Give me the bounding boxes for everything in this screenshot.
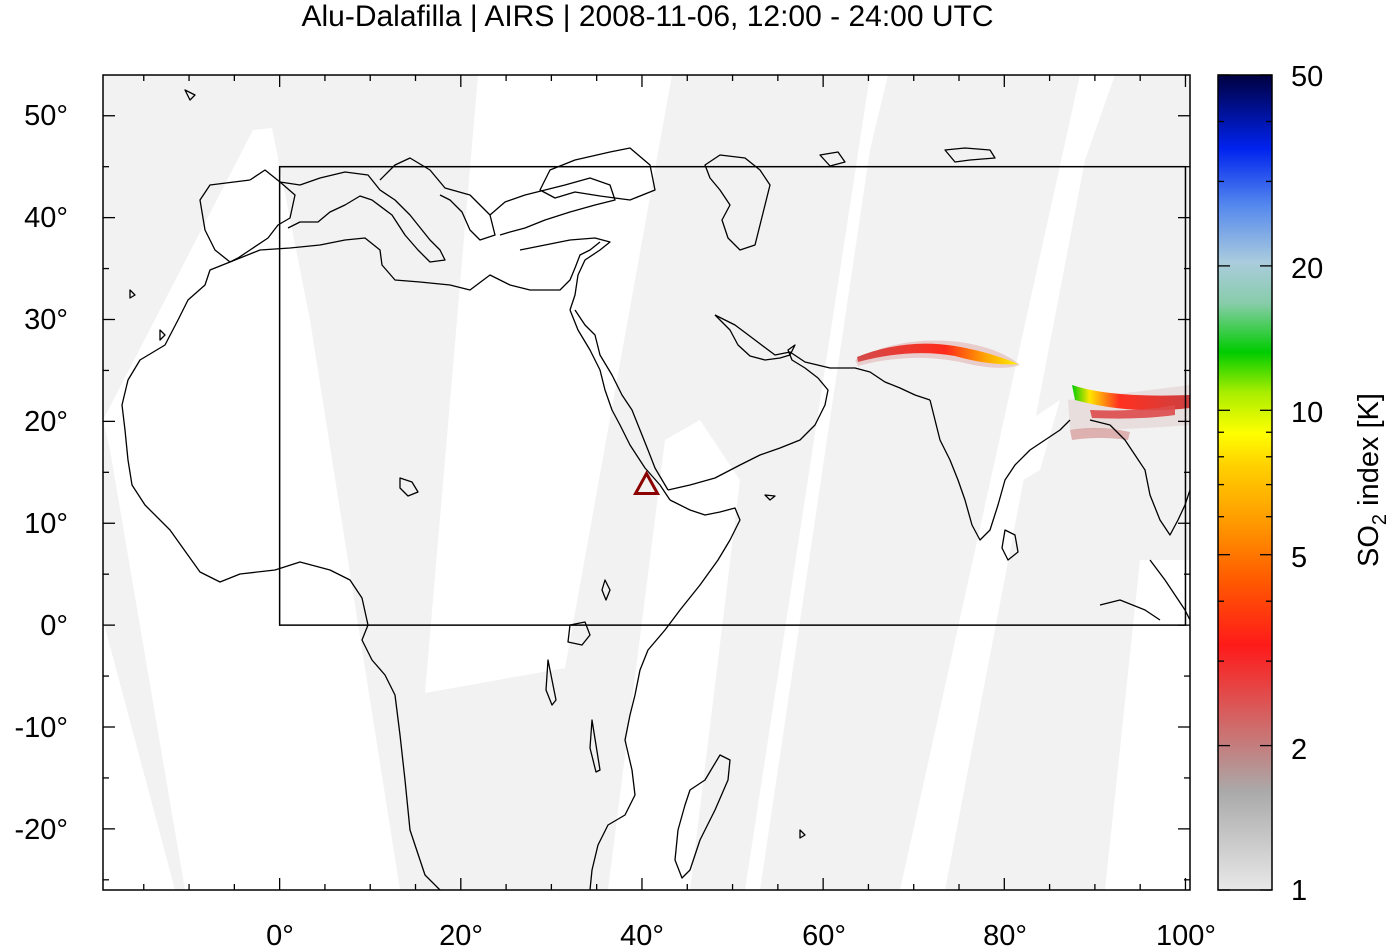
- y-tick-label: 30°: [24, 304, 68, 336]
- x-tick-label: 40°: [620, 920, 664, 950]
- region-box: [278, 165, 1187, 626]
- colorbar-title: SO2 index [K]: [1353, 393, 1388, 567]
- satellite-swath-gaps: [103, 75, 1190, 890]
- y-tick-label: 0°: [40, 610, 68, 642]
- colorbar-ticks: [1218, 74, 1272, 891]
- y-tick-label: -10°: [14, 712, 68, 744]
- y-tick-label: -20°: [14, 814, 68, 846]
- y-tick-label: 50°: [24, 100, 68, 132]
- volcano-triangle-icon: [632, 470, 661, 496]
- x-tick-label: 60°: [802, 920, 846, 950]
- map-frame: [102, 74, 1191, 891]
- colorbar: 50 20 10 5 2 1 SO2 index [K]: [1217, 61, 1388, 907]
- y-axis-labels: 50° 40° 30° 20° 10° 0° -10° -20°: [14, 100, 68, 846]
- x-tick-label: 0°: [266, 920, 294, 950]
- axis-ticks: [103, 75, 1190, 890]
- colorbar-tick-label: 5: [1291, 542, 1307, 574]
- y-tick-label: 10°: [24, 508, 68, 540]
- page-title: Alu-Dalafilla | AIRS | 2008-11-06, 12:00…: [301, 0, 994, 33]
- colorbar-tick-label: 1: [1291, 875, 1307, 907]
- colorbar-tick-label: 20: [1291, 253, 1323, 285]
- colorbar-frame: [1217, 74, 1273, 891]
- x-tick-label: 20°: [439, 920, 483, 950]
- x-axis-labels: 0° 20° 40° 60° 80° 100°: [266, 920, 1216, 950]
- colorbar-tick-label: 2: [1291, 734, 1307, 766]
- x-tick-label: 80°: [983, 920, 1027, 950]
- colorbar-tick-label: 10: [1291, 397, 1323, 429]
- coastlines: [121, 89, 1190, 890]
- colorbar-tick-label: 50: [1291, 61, 1323, 93]
- y-tick-label: 20°: [24, 406, 68, 438]
- y-tick-label: 40°: [24, 202, 68, 234]
- x-tick-label: 100°: [1156, 920, 1216, 950]
- so2-plume: [855, 340, 1190, 440]
- colorbar-gradient: [1218, 75, 1272, 890]
- map-area: [103, 75, 1190, 890]
